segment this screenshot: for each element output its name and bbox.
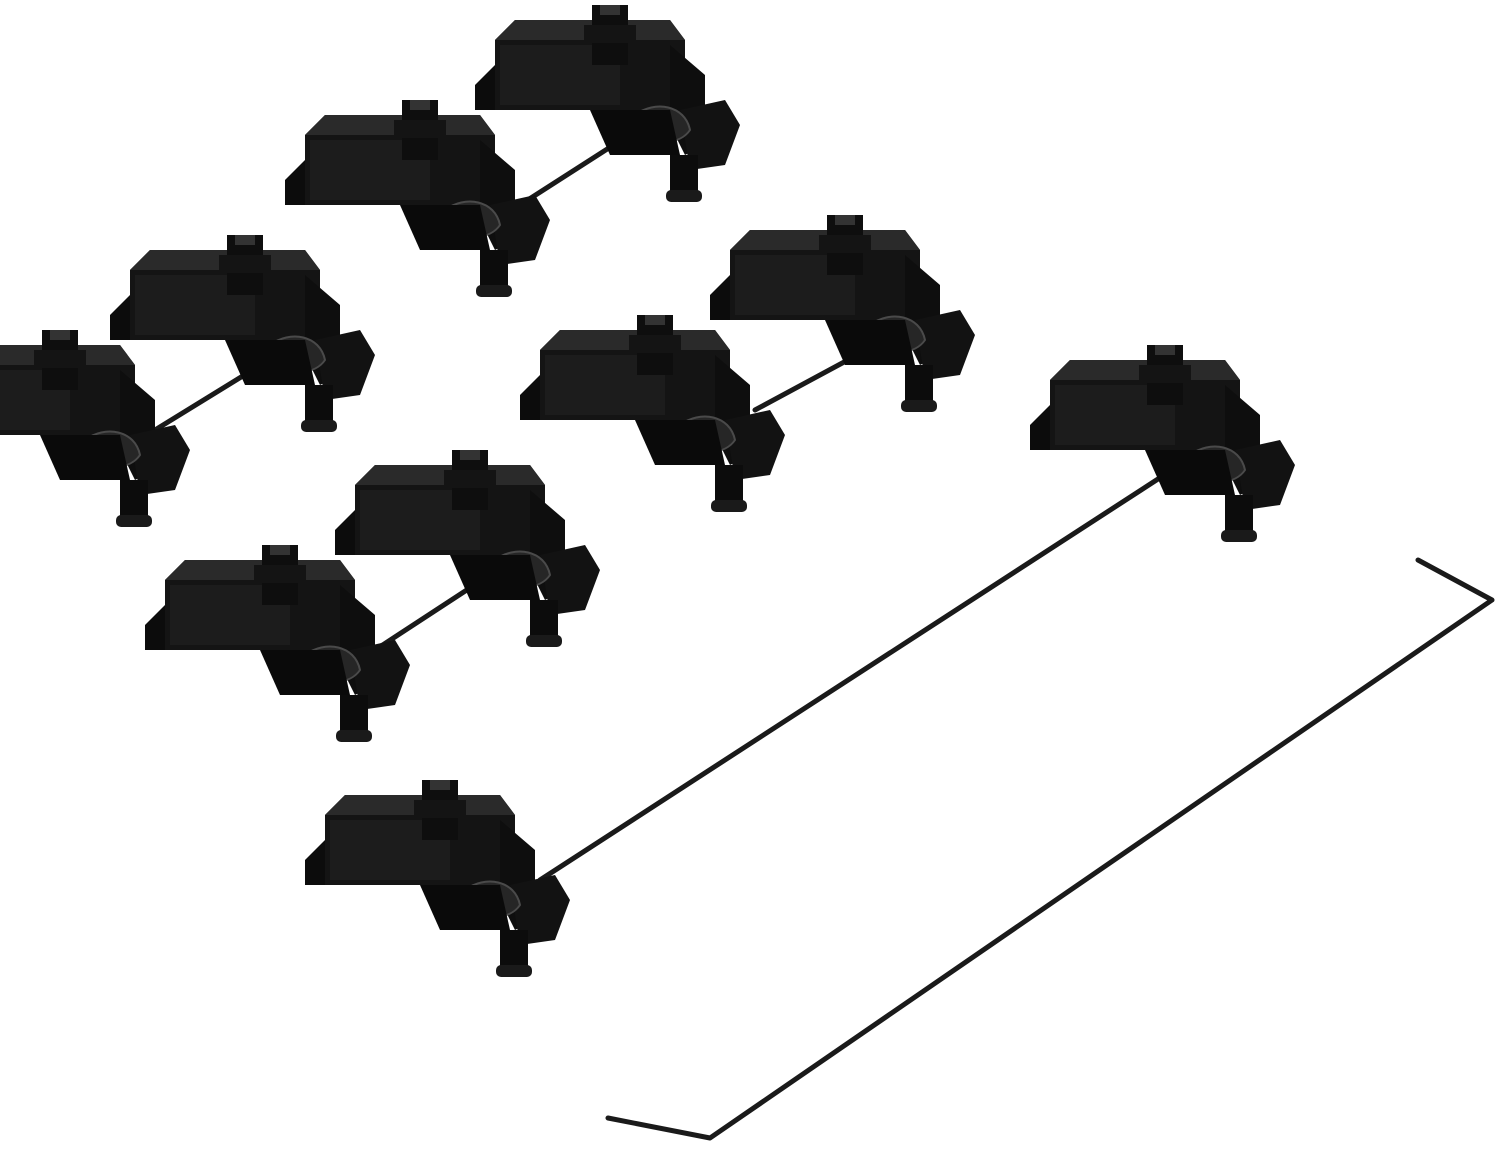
stabilizer-housing-3-right: [709, 214, 976, 413]
stabilizer-housing-1-left: [284, 99, 551, 298]
stabilizer-wire-5: [537, 452, 1198, 883]
stabilizer-housing-2-left: [0, 329, 191, 528]
loose-stabilizer-wire: [605, 557, 1495, 1141]
stabilizer-housing-3-left: [519, 314, 786, 513]
stabilizer-housings: [0, 4, 1296, 978]
loose-wire: [605, 557, 1495, 1141]
stabilizer-housing-5-right: [1029, 344, 1296, 543]
stabilizer-housing-5-left: [304, 779, 571, 978]
stabilizer-wires: [152, 125, 1198, 883]
stabilizer-housing-4-left: [144, 544, 411, 743]
